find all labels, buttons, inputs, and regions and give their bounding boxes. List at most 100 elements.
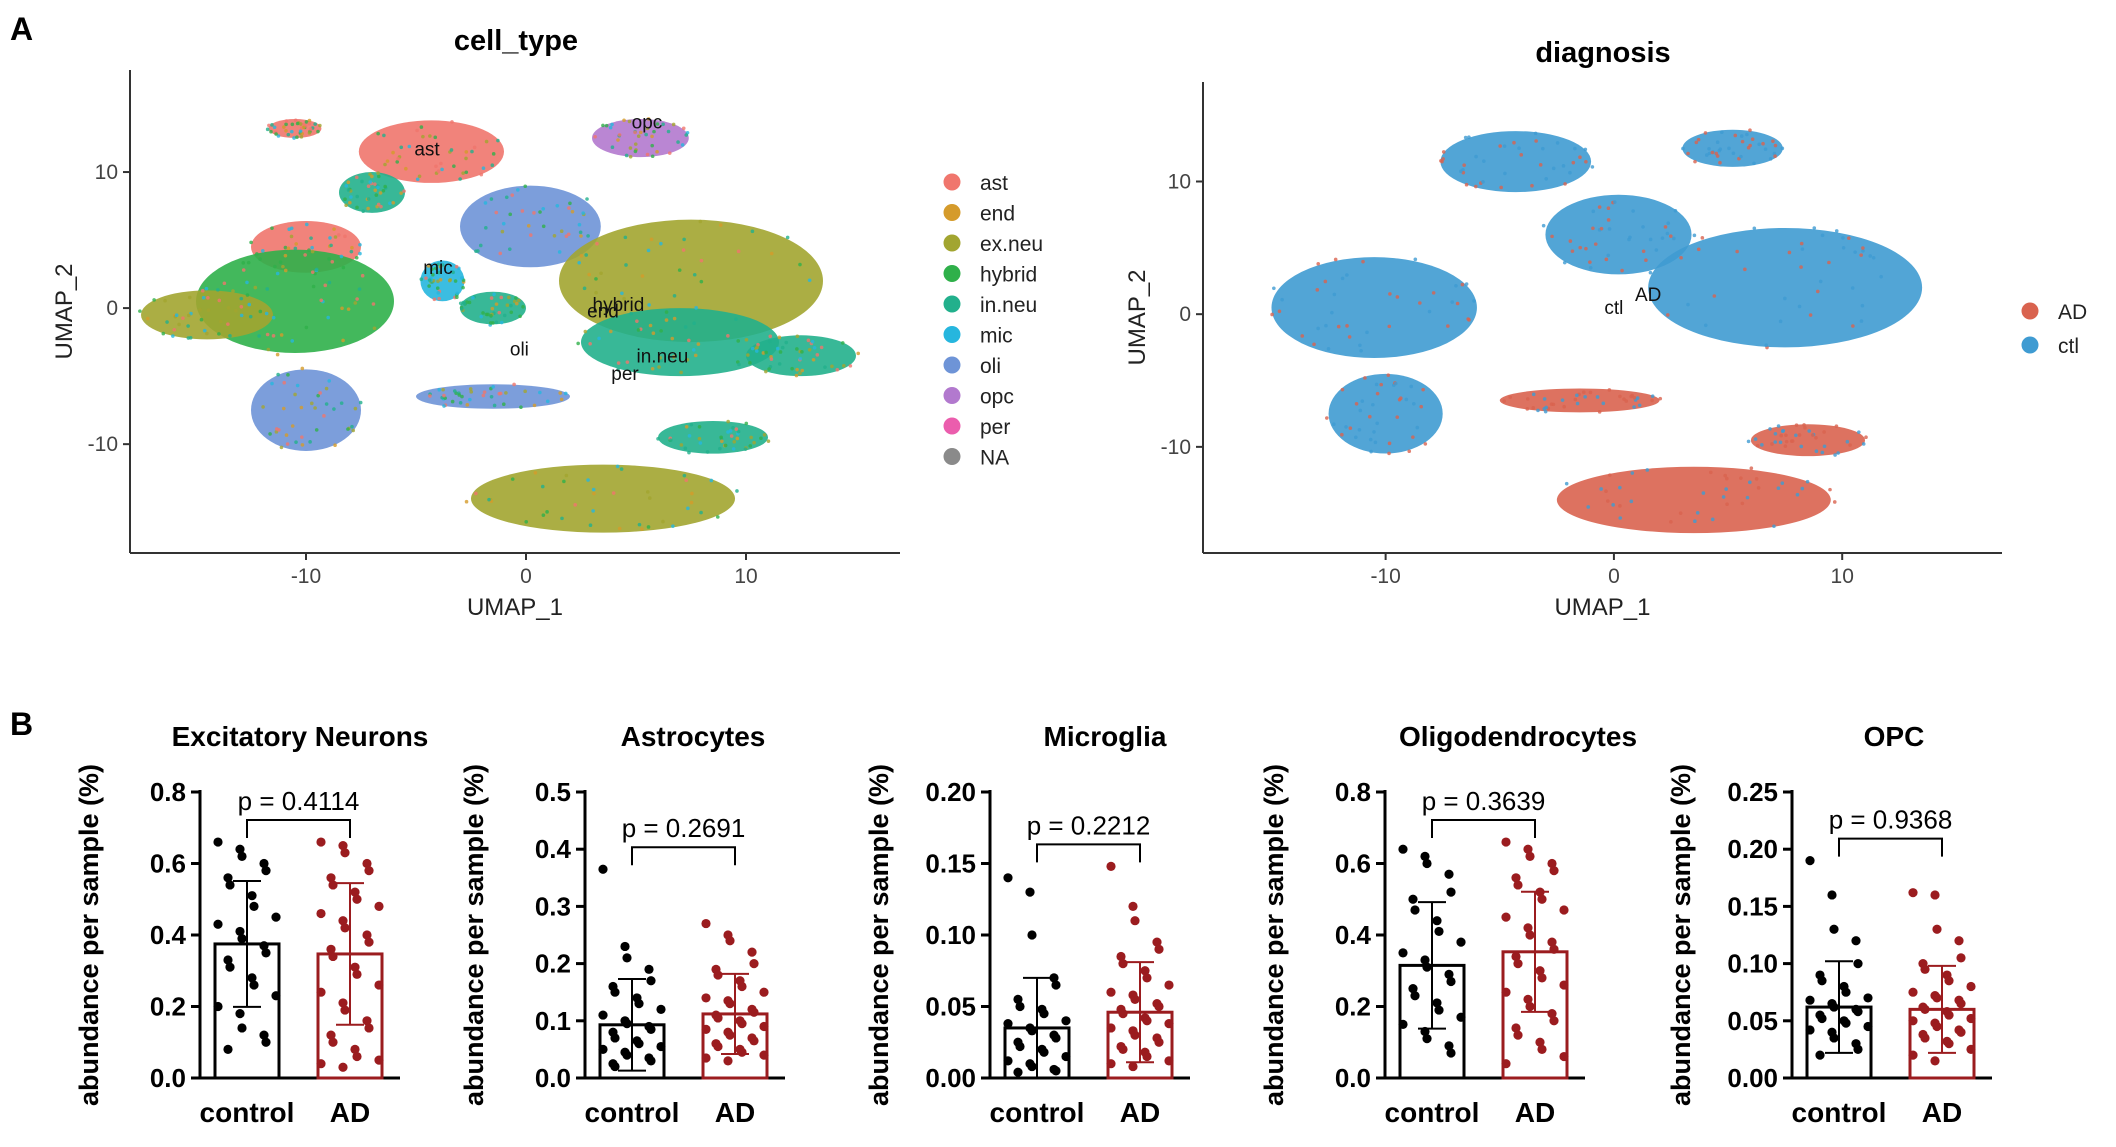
umap-point (750, 229, 755, 234)
umap-point (499, 320, 504, 325)
umap-point (346, 427, 350, 431)
umap-point (1630, 393, 1635, 398)
umap-point (1836, 451, 1840, 455)
data-point (249, 980, 259, 990)
umap-point (1601, 401, 1606, 406)
umap-point (266, 347, 271, 352)
significance-bracket (1036, 843, 1141, 863)
umap-point (436, 169, 441, 174)
umap-point (1583, 147, 1588, 152)
umap-point (545, 399, 550, 404)
umap-point (609, 329, 613, 334)
umap-point (1727, 146, 1731, 151)
umap-point (624, 263, 628, 267)
umap-point (656, 436, 660, 441)
data-point (1908, 987, 1918, 997)
umap-point (282, 380, 287, 385)
y-tick-label: 0.1 (535, 1006, 571, 1036)
data-point (1456, 1012, 1466, 1022)
umap-point (368, 180, 373, 184)
umap-point (1780, 146, 1785, 151)
umap-point (1723, 473, 1727, 478)
umap-point (1599, 487, 1603, 491)
umap-point (255, 252, 259, 256)
data-point (362, 858, 372, 869)
data-point (235, 926, 245, 937)
umap-point (784, 340, 789, 345)
data-point (1130, 994, 1140, 1004)
umap-point (512, 382, 516, 387)
data-point (259, 858, 269, 869)
umap-point (1635, 396, 1640, 400)
umap-point (639, 130, 643, 135)
umap-point (283, 245, 288, 250)
data-point (1164, 1019, 1174, 1029)
umap-point (1768, 157, 1773, 161)
umap-point (1531, 406, 1536, 410)
umap-point (330, 259, 335, 264)
data-point (338, 916, 348, 926)
umap-point (1794, 423, 1799, 427)
umap-point (324, 402, 329, 406)
umap-point (355, 194, 359, 199)
umap-point (479, 172, 484, 177)
umap-point (247, 302, 252, 307)
data-point (1410, 991, 1420, 1001)
umap-point (198, 308, 202, 312)
umap-point (226, 306, 231, 310)
umap-point (318, 391, 322, 395)
umap-point (290, 122, 295, 127)
umap-point (265, 127, 270, 132)
data-point (1432, 916, 1442, 926)
umap-point (577, 261, 581, 265)
umap-point (1372, 430, 1376, 434)
umap-point (376, 131, 380, 136)
umap-point (491, 152, 496, 156)
umap-point (1660, 236, 1665, 240)
umap-point (360, 273, 365, 278)
umap-cluster (746, 335, 856, 377)
umap-point (1482, 159, 1486, 163)
umap-point (496, 138, 500, 143)
umap-point (294, 440, 298, 444)
umap-point (1718, 147, 1723, 151)
umap-point (1672, 236, 1676, 241)
umap-point (373, 188, 378, 193)
umap-point (732, 439, 737, 444)
umap-point (1415, 425, 1420, 430)
umap-point (1721, 495, 1726, 499)
umap-point (376, 202, 381, 207)
umap-point (1467, 135, 1471, 140)
umap-point (810, 339, 815, 344)
umap-point (1749, 466, 1754, 470)
data-point (1853, 959, 1863, 969)
umap-point (301, 125, 306, 130)
umap-point (629, 311, 634, 316)
umap-point (468, 387, 473, 391)
data-point (1106, 861, 1116, 871)
umap-point (1665, 313, 1670, 317)
umap-point (333, 443, 337, 448)
data-point (1128, 901, 1138, 912)
umap-point (815, 353, 820, 357)
significance-bracket (631, 846, 736, 866)
umap-point (415, 177, 420, 182)
data-point (350, 962, 360, 972)
umap-point (1519, 153, 1524, 157)
legend-swatch (943, 326, 961, 343)
umap-point (432, 297, 437, 302)
data-point (1535, 887, 1545, 897)
umap-point (378, 191, 383, 195)
umap-point (655, 149, 659, 154)
umap-point (199, 317, 204, 322)
umap-point (768, 334, 773, 339)
umap-point (1534, 139, 1538, 143)
umap-point (1570, 249, 1575, 253)
umap-point (1629, 499, 1634, 504)
umap-point (218, 319, 223, 324)
data-point (326, 873, 336, 883)
umap-point (1544, 177, 1549, 181)
umap-point (438, 264, 443, 269)
data-point (1549, 1016, 1559, 1026)
data-point (362, 1016, 372, 1026)
